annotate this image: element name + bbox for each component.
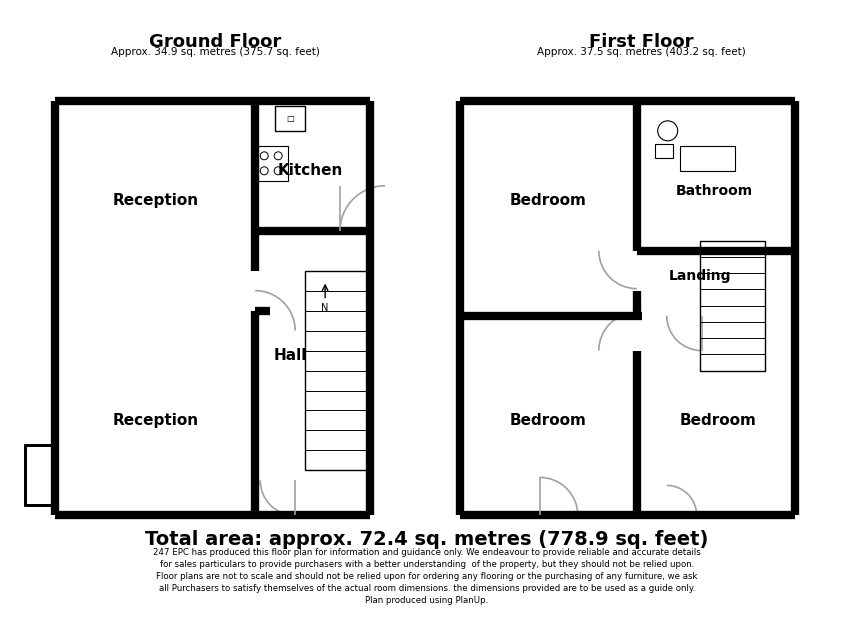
Text: Approx. 37.5 sq. metres (403.2 sq. feet): Approx. 37.5 sq. metres (403.2 sq. feet) bbox=[537, 47, 746, 57]
Bar bbox=[258, 146, 288, 181]
Text: Ground Floor: Ground Floor bbox=[149, 33, 281, 51]
Text: Reception: Reception bbox=[112, 193, 198, 208]
Bar bbox=[305, 271, 370, 471]
Text: 247 EPC has produced this floor plan for information and guidance only. We endea: 247 EPC has produced this floor plan for… bbox=[153, 548, 701, 604]
Text: Total area: approx. 72.4 sq. metres (778.9 sq. feet): Total area: approx. 72.4 sq. metres (778… bbox=[145, 530, 709, 550]
Text: Kitchen: Kitchen bbox=[278, 163, 343, 178]
Text: □: □ bbox=[286, 114, 294, 124]
Bar bbox=[275, 106, 305, 131]
Circle shape bbox=[657, 121, 678, 141]
Bar bbox=[26, 445, 56, 505]
Text: Reception: Reception bbox=[112, 413, 198, 428]
Text: Approx. 34.9 sq. metres (375.7 sq. feet): Approx. 34.9 sq. metres (375.7 sq. feet) bbox=[111, 47, 320, 57]
Text: Landing: Landing bbox=[669, 269, 731, 283]
Text: N: N bbox=[321, 302, 329, 312]
Text: Bedroom: Bedroom bbox=[510, 193, 587, 208]
Text: Bathroom: Bathroom bbox=[676, 184, 753, 197]
Bar bbox=[655, 144, 673, 158]
Text: Bedroom: Bedroom bbox=[510, 413, 587, 428]
Text: Hall: Hall bbox=[274, 348, 307, 363]
Bar bbox=[680, 146, 734, 171]
Text: Bedroom: Bedroom bbox=[679, 413, 756, 428]
Bar bbox=[699, 241, 764, 371]
Text: First Floor: First Floor bbox=[589, 33, 694, 51]
